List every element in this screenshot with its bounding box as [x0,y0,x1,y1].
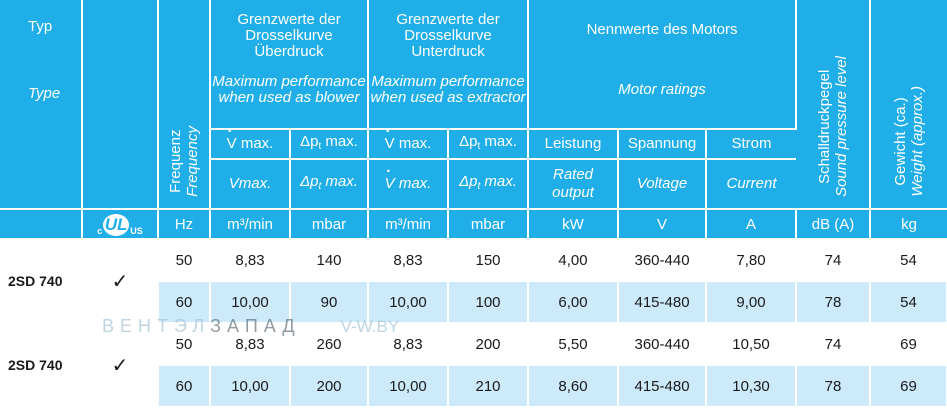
model-name: 2SD 740 [0,239,83,324]
cell-dp-extractor: 150 [448,239,530,282]
unit-kw: kW [528,209,620,240]
header-type: Typ Type [0,0,83,210]
header-weight: Gewicht (ca.) Weight (approx.) [870,0,947,210]
cell-sound: 78 [796,365,872,408]
unit-flow-blower: m³/min [210,209,291,240]
cell-power: 6,00 [528,281,620,324]
cell-sound: 74 [796,239,872,282]
header-power-en: Rated output [528,159,620,210]
table-row: 2SD 740 ✓ 50 8,83 260 8,83 200 5,50 360-… [0,324,947,408]
cell-frequency: 60 [158,281,211,324]
header-vmax-blower-en: Vmax. [210,159,291,210]
header-underpressure: Grenzwerte der Drosselkurve Unterdruck M… [368,0,530,130]
cell-dp-blower: 90 [290,281,369,324]
header-dp-blower-de: Δpt max. [290,129,369,160]
header-dp-extractor-de: Δpt max. [448,129,530,160]
cell-current: 7,80 [706,239,798,282]
header-vmax-extractor-en: V max. [368,159,449,210]
cell-vmax-extractor: 10,00 [368,281,449,324]
unit-pressure-blower: mbar [290,209,369,240]
unit-v: V [618,209,708,240]
check-icon: ✓ [82,324,159,408]
cell-frequency: 50 [158,239,211,282]
cell-dp-blower: 200 [290,365,369,408]
check-icon: ✓ [82,239,159,324]
table-row: 60 10,00 90 10,00 100 6,00 415-480 9,00 … [0,281,947,324]
header-voltage-de: Spannung [618,129,708,160]
header-current-en: Current [706,159,797,210]
header-overpressure: Grenzwerte der Drosselkurve Überdruck Ma… [210,0,369,130]
cell-frequency: 50 [158,324,211,366]
cell-vmax-blower: 8,83 [210,239,291,282]
header-certification [82,0,159,210]
cell-dp-blower: 260 [290,324,369,366]
cell-vmax-extractor: 10,00 [368,365,449,408]
table-row: 2SD 740 ✓ 50 8,83 140 8,83 150 4,00 360-… [0,239,947,324]
cell-weight: 54 [870,281,947,324]
cell-dp-blower: 140 [290,239,369,282]
unit-flow-extractor: m³/min [368,209,449,240]
cell-dp-extractor: 210 [448,365,530,408]
header-vmax-extractor-de: V max. [368,123,449,160]
cell-voltage: 415-480 [618,281,708,324]
unit-a: A [706,209,798,240]
header-motor: Nennwerte des Motors Motor ratings [528,0,798,130]
cell-voltage: 360-440 [618,239,708,282]
ul-cert-logo: c UL US [82,209,159,240]
cell-power: 8,60 [528,365,620,408]
cell-frequency: 60 [158,365,211,408]
cell-weight: 69 [870,324,947,366]
header-dp-blower-en: Δpt max. [290,159,369,210]
cell-dp-extractor: 100 [448,281,530,324]
model-name: 2SD 740 [0,324,83,408]
cell-vmax-blower: 10,00 [210,281,291,324]
cell-voltage: 360-440 [618,324,708,366]
header-power-de: Leistung [528,129,620,160]
cell-sound: 74 [796,324,872,366]
cell-vmax-extractor: 8,83 [368,239,449,282]
cell-vmax-extractor: 8,83 [368,324,449,366]
header-vmax-blower-de: V max. [210,123,291,160]
header-sound: Schalldruckpegel Sound pressure level [796,0,872,210]
header-dp-extractor-en: Δpt max. [448,159,530,210]
unit-pressure-extractor: mbar [448,209,530,240]
cell-sound: 78 [796,281,872,324]
cell-current: 10,30 [706,365,798,408]
unit-type [0,209,83,240]
table-row: 60 10,00 200 10,00 210 8,60 415-480 10,3… [0,365,947,408]
header-current-de: Strom [706,129,797,160]
unit-hz: Hz [158,209,211,240]
cell-weight: 69 [870,365,947,408]
unit-db: dB (A) [796,209,872,240]
unit-kg: kg [870,209,947,240]
header-frequency: Frequenz Frequency [158,0,211,210]
header-voltage-en: Voltage [618,159,708,210]
cell-voltage: 415-480 [618,365,708,408]
cell-current: 10,50 [706,324,798,366]
cell-dp-extractor: 200 [448,324,530,366]
cell-vmax-blower: 10,00 [210,365,291,408]
cell-vmax-blower: 8,83 [210,324,291,366]
cell-current: 9,00 [706,281,798,324]
cell-power: 5,50 [528,324,620,366]
cell-weight: 54 [870,239,947,282]
cell-power: 4,00 [528,239,620,282]
